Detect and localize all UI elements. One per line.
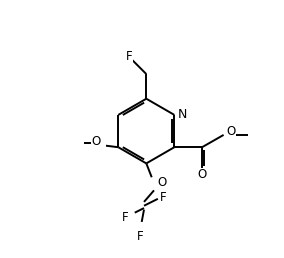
Text: F: F — [122, 211, 129, 224]
Text: F: F — [126, 50, 133, 63]
Text: N: N — [178, 108, 187, 121]
Text: O: O — [158, 176, 167, 189]
Text: F: F — [137, 230, 143, 243]
Text: O: O — [227, 125, 236, 138]
Text: O: O — [197, 168, 207, 181]
Text: F: F — [160, 191, 167, 204]
Text: O: O — [91, 135, 101, 148]
